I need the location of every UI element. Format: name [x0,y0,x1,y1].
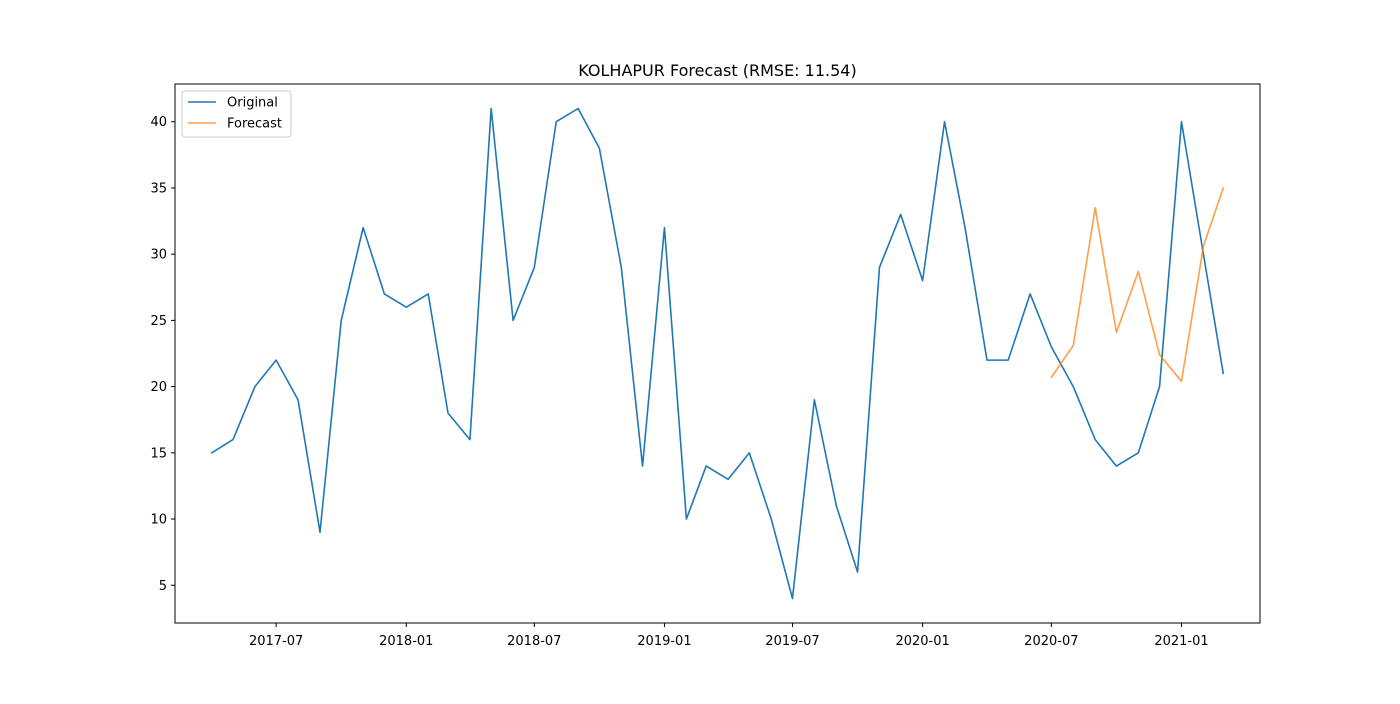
y-tick-label: 5 [159,579,167,594]
series-lines [210,107,1225,600]
x-tick-label: 2021-01 [1154,634,1208,649]
y-tick-label: 25 [150,314,167,329]
y-tick-label: 40 [150,115,167,130]
x-axis-ticks: 2017-07 2018-01 2018-07 2019-01 2019-07 2020-… [249,623,1209,649]
x-tick-label: 2018-01 [379,634,433,649]
y-tick-label: 10 [150,513,167,528]
x-tick-label: 2017-07 [249,634,303,649]
y-tick-label: 20 [150,380,167,395]
legend-label: Original [227,96,278,111]
series-line-original [210,107,1225,600]
chart-title: KOLHAPUR Forecast (RMSE: 11.54) [578,61,856,80]
x-tick-label: 2019-01 [637,634,691,649]
legend-label: Forecast [227,117,282,132]
x-tick-label: 2019-07 [765,634,819,649]
y-tick-label: 30 [150,248,167,263]
y-axis-ticks: 5 10 15 20 25 30 35 40 [150,115,175,594]
x-tick-label: 2018-07 [507,634,561,649]
legend: Original Forecast [181,90,292,138]
x-tick-label: 2020-07 [1024,634,1078,649]
series-line-forecast [1050,186,1225,383]
y-tick-label: 15 [150,446,167,461]
y-tick-label: 35 [150,181,167,196]
x-tick-label: 2020-01 [895,634,949,649]
plot-area-frame [174,83,1261,624]
